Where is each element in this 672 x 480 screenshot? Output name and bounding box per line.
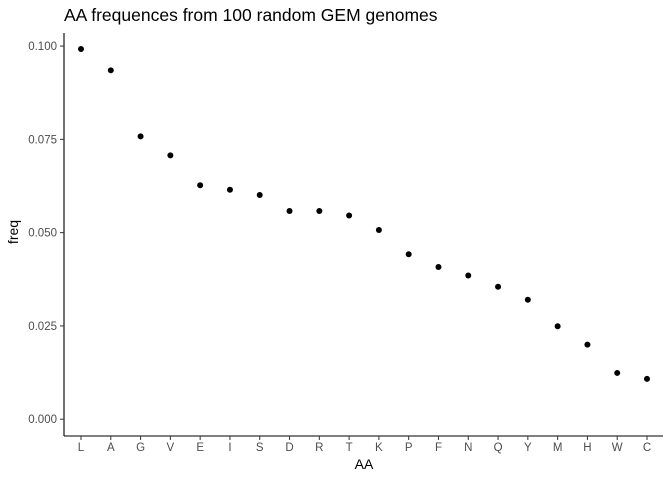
x-tick-label: T (346, 442, 353, 454)
data-point (346, 212, 353, 219)
x-tick-label: E (196, 442, 204, 454)
data-point (226, 186, 233, 193)
data-point (375, 227, 382, 234)
y-tick-label: 0.075 (28, 134, 57, 146)
data-point (197, 182, 204, 189)
y-axis-ticks: 0.000 0.025 0.050 0.075 0.100 (28, 41, 64, 426)
data-point (137, 133, 144, 140)
data-point (614, 369, 621, 376)
x-tick-label: A (107, 442, 115, 454)
data-point (78, 46, 84, 53)
data-point (465, 272, 472, 279)
y-tick-label: 0.050 (28, 228, 57, 240)
x-tick-label: P (405, 442, 413, 454)
y-tick-label: 0.025 (28, 321, 57, 333)
x-tick-label: F (435, 442, 442, 454)
data-point (584, 341, 591, 348)
data-points (78, 46, 650, 382)
data-point (316, 207, 323, 214)
x-tick-label: H (583, 442, 591, 454)
x-tick-label: W (612, 442, 623, 454)
x-tick-label: S (256, 442, 264, 454)
x-tick-label: Q (494, 442, 503, 454)
data-point (405, 251, 412, 258)
data-point (524, 296, 531, 303)
data-point (167, 152, 174, 159)
y-tick-label: 0.000 (28, 414, 57, 426)
x-tick-label: V (167, 442, 175, 454)
y-tick-label: 0.100 (28, 41, 57, 53)
x-tick-label: D (285, 442, 293, 454)
x-tick-label: K (375, 442, 383, 454)
y-axis-title: freq (5, 220, 21, 244)
data-point (554, 323, 561, 330)
x-tick-label: M (553, 442, 563, 454)
data-point (644, 375, 650, 382)
x-tick-label: G (136, 442, 145, 454)
data-point (286, 207, 293, 214)
chart-title: AA frequences from 100 random GEM genome… (64, 5, 438, 25)
x-tick-label: R (315, 442, 323, 454)
x-tick-label: Y (524, 442, 532, 454)
axes (63, 33, 663, 437)
data-point (495, 283, 502, 290)
x-tick-label: C (643, 442, 651, 454)
data-point (107, 67, 114, 74)
data-point (435, 263, 442, 270)
data-point (256, 191, 263, 198)
x-axis-title: AA (355, 456, 374, 472)
x-tick-label: I (228, 442, 231, 454)
x-tick-label: L (78, 442, 85, 454)
x-tick-label: N (464, 442, 472, 454)
